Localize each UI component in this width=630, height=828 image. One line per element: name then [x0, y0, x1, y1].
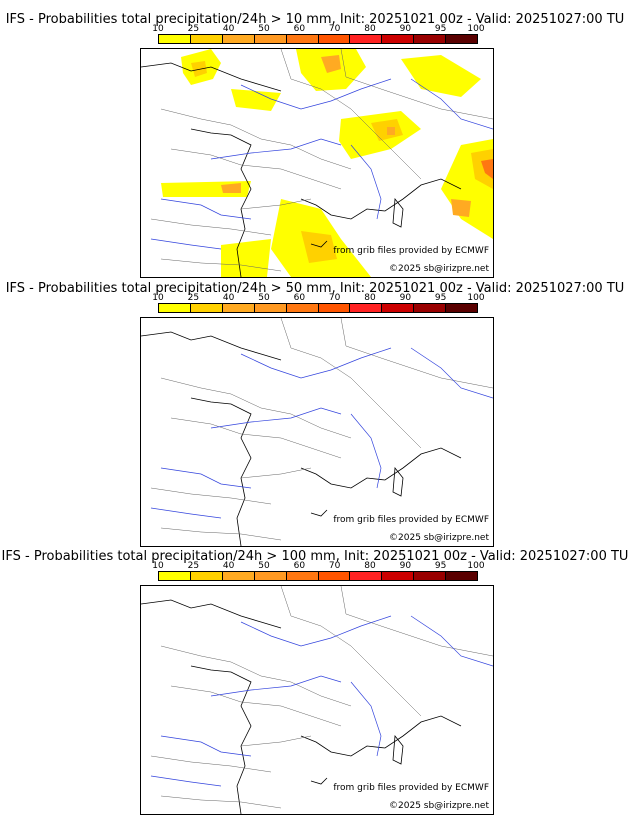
- colorbar-segment: [318, 572, 351, 580]
- colorbar-segment: [222, 35, 255, 43]
- colorbar-segment: [222, 304, 255, 312]
- colorbar-tick-label: 25: [187, 561, 200, 571]
- copyright-credit: ©2025 sb@irizpre.net: [389, 801, 489, 811]
- colorbar-tick-label: 70: [328, 24, 341, 34]
- precip-field: [161, 49, 493, 277]
- colorbar-segment: [446, 304, 478, 312]
- colorbar-tick-label: 25: [187, 293, 200, 303]
- colorbar-tick-label: 100: [467, 293, 485, 303]
- panel-title: IFS - Probabilities total precipitation/…: [5, 281, 625, 296]
- colorbar: [158, 303, 478, 313]
- panel-title: IFS - Probabilities total precipitation/…: [1, 549, 629, 564]
- colorbar-segment: [254, 304, 287, 312]
- colorbar-tick-label: 40: [222, 561, 235, 571]
- colorbar-segment: [350, 35, 383, 43]
- colorbar-tick-label: 90: [399, 24, 412, 34]
- map-layer: [141, 49, 493, 277]
- colorbar-segment: [318, 35, 351, 43]
- colorbar-tick-label: 100: [467, 561, 485, 571]
- colorbar-tick-label: 95: [434, 24, 447, 34]
- colorbar-tick-label: 70: [328, 293, 341, 303]
- rivers: [150, 615, 493, 787]
- colorbar-segment: [190, 304, 223, 312]
- colorbar-tick-label: 95: [434, 293, 447, 303]
- colorbar-tick-label: 90: [399, 293, 412, 303]
- coastlines: [141, 331, 462, 546]
- coastlines: [141, 599, 462, 814]
- colorbar-tick-label: 40: [222, 293, 235, 303]
- colorbar-segment: [286, 304, 319, 312]
- colorbar-tick-label: 90: [399, 561, 412, 571]
- source-credit: from grib files provided by ECMWF: [333, 783, 489, 793]
- colorbar-segment: [350, 572, 383, 580]
- colorbar-segment: [254, 35, 287, 43]
- colorbar-segment: [414, 304, 447, 312]
- rivers: [150, 347, 493, 519]
- colorbar-segment: [254, 572, 287, 580]
- colorbar-tick-label: 25: [187, 24, 200, 34]
- colorbar-tick-label: 80: [364, 24, 376, 34]
- colorbar-tick-label: 10: [152, 561, 164, 571]
- colorbar: [158, 571, 478, 581]
- colorbar-segment: [414, 35, 447, 43]
- colorbar-tick-label: 40: [222, 24, 235, 34]
- colorbar-tick-label: 10: [152, 293, 164, 303]
- copyright-credit: ©2025 sb@irizpre.net: [389, 264, 489, 274]
- colorbar-ticks: 10 25 40 50 60 70 80 90 95 100: [152, 561, 484, 571]
- colorbar-segment: [446, 35, 478, 43]
- colorbar-tick-label: 10: [152, 24, 164, 34]
- colorbar-tick-label: 60: [293, 24, 306, 34]
- colorbar-segment: [446, 572, 478, 580]
- coastlines: [141, 62, 462, 277]
- copyright-credit: ©2025 sb@irizpre.net: [389, 533, 489, 543]
- colorbar-segment: [159, 572, 191, 580]
- colorbar-tick-label: 50: [258, 561, 270, 571]
- colorbar-tick-label: 70: [328, 561, 341, 571]
- colorbar-segment: [190, 35, 223, 43]
- colorbar-segment: [286, 35, 319, 43]
- borders: [150, 586, 493, 809]
- map-100mm: from grib files provided by ECMWF ©2025 …: [140, 585, 494, 815]
- colorbar-tick-label: 80: [364, 561, 376, 571]
- colorbar-segment: [159, 304, 191, 312]
- colorbar-segment: [222, 572, 255, 580]
- colorbar-segment: [159, 35, 191, 43]
- colorbar-segment: [382, 35, 415, 43]
- map-layer: [141, 318, 493, 546]
- colorbar-segment: [414, 572, 447, 580]
- borders: [150, 49, 493, 272]
- colorbar-tick-label: 60: [293, 293, 306, 303]
- colorbar: [158, 34, 478, 44]
- colorbar-segment: [350, 304, 383, 312]
- source-credit: from grib files provided by ECMWF: [333, 515, 489, 525]
- colorbar-tick-label: 80: [364, 293, 376, 303]
- map-10mm: from grib files provided by ECMWF ©2025 …: [140, 48, 494, 278]
- source-credit: from grib files provided by ECMWF: [333, 246, 489, 256]
- colorbar-tick-label: 50: [258, 293, 270, 303]
- colorbar-segment: [382, 304, 415, 312]
- colorbar-tick-label: 95: [434, 561, 447, 571]
- borders: [150, 318, 493, 541]
- colorbar-segment: [190, 572, 223, 580]
- map-layer: [141, 586, 493, 814]
- colorbar-ticks: 10 25 40 50 60 70 80 90 95 100: [152, 293, 484, 303]
- colorbar-tick-label: 100: [467, 24, 485, 34]
- colorbar-tick-label: 60: [293, 561, 306, 571]
- rivers: [150, 78, 493, 250]
- colorbar-ticks: 10 25 40 50 60 70 80 90 95 100: [152, 24, 484, 34]
- colorbar-tick-label: 50: [258, 24, 270, 34]
- colorbar-segment: [286, 572, 319, 580]
- colorbar-segment: [318, 304, 351, 312]
- colorbar-segment: [382, 572, 415, 580]
- map-50mm: from grib files provided by ECMWF ©2025 …: [140, 317, 494, 547]
- panel-title: IFS - Probabilities total precipitation/…: [5, 12, 625, 27]
